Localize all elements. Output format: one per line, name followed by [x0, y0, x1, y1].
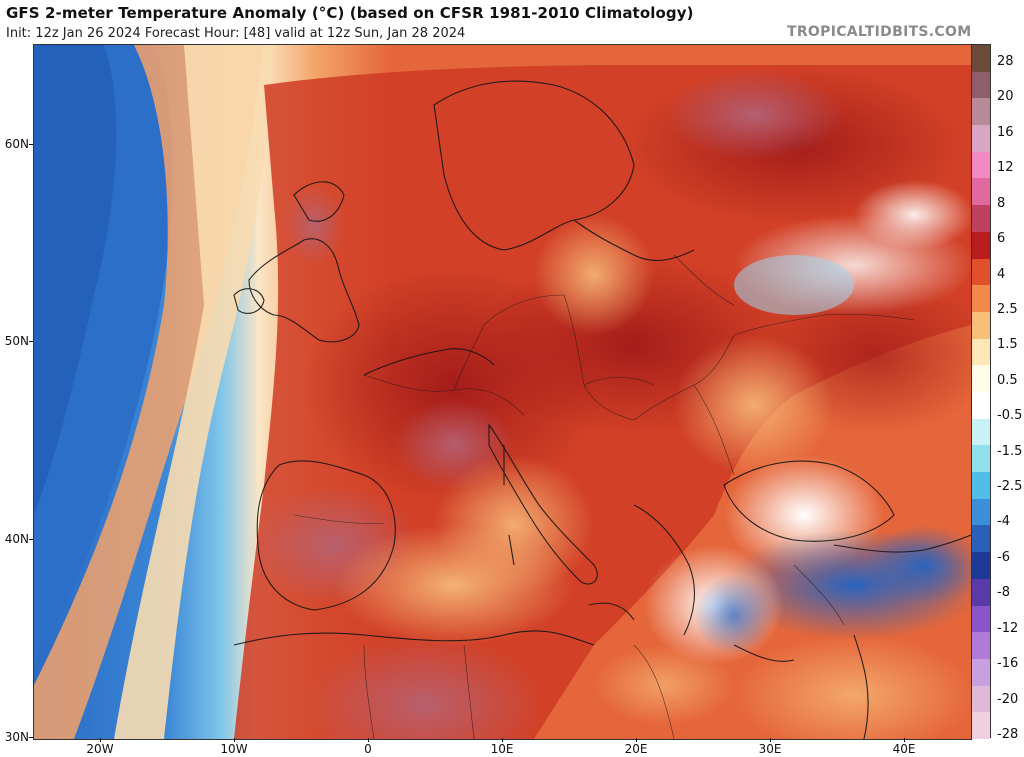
lon-tick-10e — [502, 738, 503, 742]
lon-label-20w: 20W — [86, 742, 114, 756]
colorbar-segment — [972, 525, 990, 553]
colorbar-segment — [972, 658, 990, 687]
colorbar-segment — [972, 632, 990, 660]
lat-label-40n: 40N — [4, 532, 29, 546]
colorbar-segment — [972, 311, 990, 340]
colorbar-label: -20 — [997, 691, 1019, 707]
colorbar-label: 16 — [997, 124, 1014, 140]
colorbar-segment — [972, 712, 990, 740]
lat-tick-60n — [29, 144, 33, 145]
map-title: GFS 2-meter Temperature Anomaly (°C) (ba… — [6, 4, 694, 22]
colorbar-segment — [972, 445, 990, 473]
colorbar-label: -28 — [997, 727, 1019, 742]
colorbar-segment — [972, 178, 990, 206]
colorbar-segment — [972, 125, 990, 153]
colorbar-label: -4 — [997, 514, 1010, 530]
colorbar-label: -0.5 — [997, 408, 1023, 424]
colorbar-segment — [972, 605, 990, 633]
anomaly-map-canvas — [34, 45, 971, 739]
temperature-colorbar — [971, 44, 991, 740]
colorbar-segment — [972, 498, 990, 526]
colorbar-label: -1.5 — [997, 443, 1023, 459]
lon-tick-20e — [636, 738, 637, 742]
colorbar-segment — [972, 71, 990, 99]
colorbar-label: -8 — [997, 585, 1010, 601]
colorbar-label: 2.5 — [997, 301, 1018, 317]
lat-label-60n: 60N — [4, 137, 29, 151]
map-subtitle: Init: 12z Jan 26 2024 Forecast Hour: [48… — [6, 26, 466, 41]
colorbar-label: 20 — [997, 89, 1014, 105]
colorbar-label: -2.5 — [997, 479, 1023, 495]
lon-tick-30e — [770, 738, 771, 742]
lat-label-50n: 50N — [4, 334, 29, 348]
colorbar-segment — [972, 365, 990, 393]
lon-label-10w: 10W — [220, 742, 248, 756]
colorbar-label: 4 — [997, 266, 1006, 282]
lat-tick-50n — [29, 341, 33, 342]
colorbar-segment — [972, 578, 990, 607]
colorbar-segment — [972, 685, 990, 713]
anomaly-map[interactable] — [33, 44, 972, 740]
colorbar-segment — [972, 151, 990, 179]
colorbar-label: 1.5 — [997, 337, 1018, 353]
colorbar-segment — [972, 98, 990, 126]
colorbar-label: 12 — [997, 160, 1014, 176]
colorbar-segment — [972, 258, 990, 286]
lon-tick-10w — [234, 738, 235, 742]
colorbar-segment — [972, 338, 990, 366]
colorbar-label: 8 — [997, 195, 1006, 211]
source-brand: TROPICALTIDBITS.COM — [787, 24, 972, 40]
colorbar-segment — [972, 285, 990, 313]
colorbar-label: -6 — [997, 549, 1010, 565]
lat-tick-30n — [29, 737, 33, 738]
colorbar-segment — [972, 472, 990, 500]
colorbar-segment — [972, 45, 990, 73]
lat-tick-40n — [29, 539, 33, 540]
colorbar-segment — [972, 231, 990, 260]
lon-label-20e: 20E — [624, 742, 648, 756]
colorbar-segment — [972, 205, 990, 233]
colorbar-label: 28 — [997, 54, 1014, 69]
lon-label-0: 0 — [364, 742, 372, 756]
lon-label-30e: 30E — [758, 742, 782, 756]
colorbar-segment — [972, 392, 990, 420]
colorbar-label: 6 — [997, 231, 1006, 247]
lat-label-30n: 30N — [4, 730, 29, 744]
colorbar-label: -12 — [997, 620, 1019, 636]
lon-tick-0 — [368, 738, 369, 742]
colorbar-label: 0.5 — [997, 372, 1018, 388]
colorbar-segment — [972, 552, 990, 580]
lon-label-10e: 10E — [490, 742, 514, 756]
lon-label-40e: 40E — [892, 742, 916, 756]
lon-tick-40e — [904, 738, 905, 742]
lon-tick-20w — [100, 738, 101, 742]
colorbar-label: -16 — [997, 656, 1019, 672]
colorbar-segment — [972, 418, 990, 446]
